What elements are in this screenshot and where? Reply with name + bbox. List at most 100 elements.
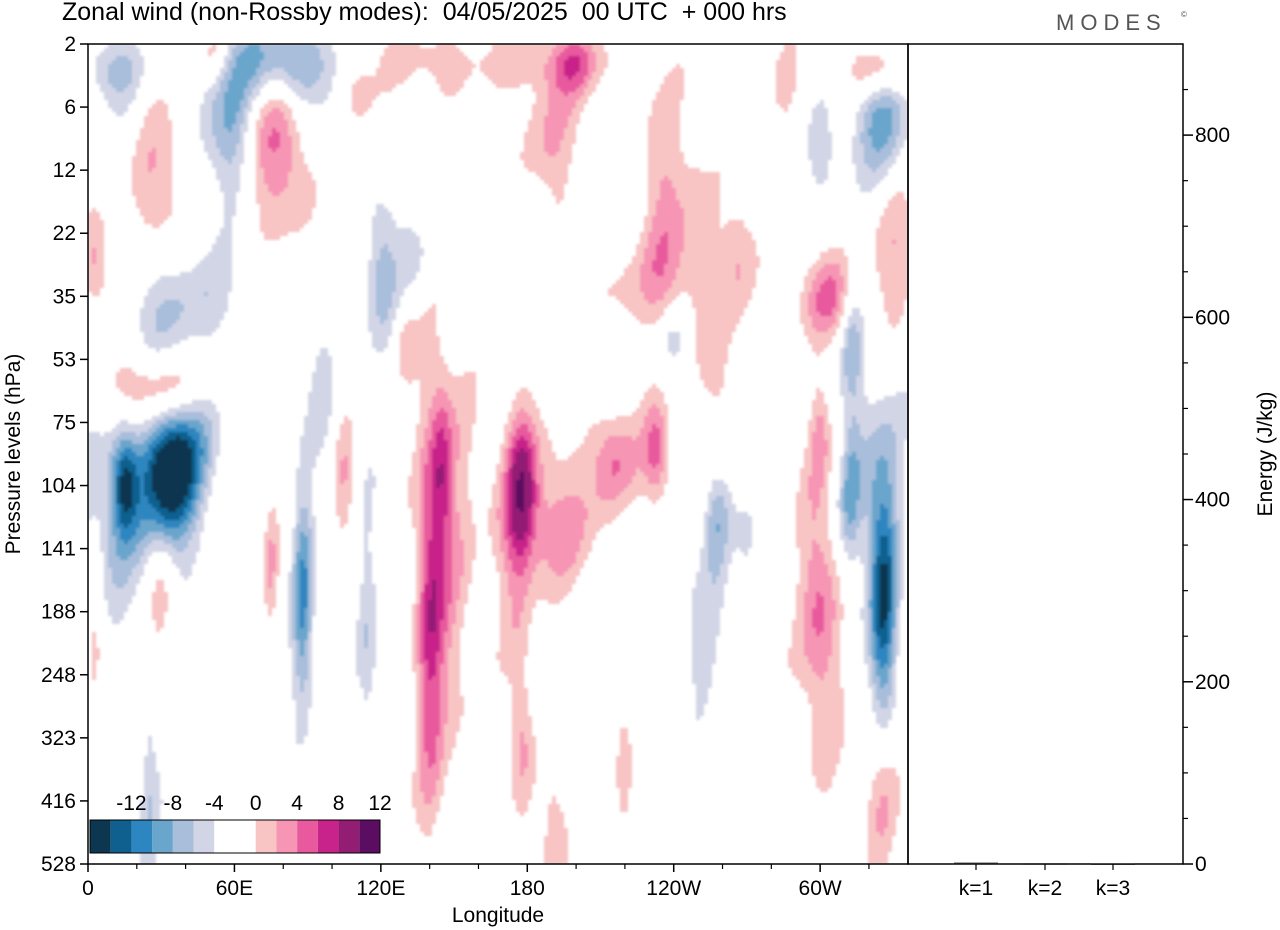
heatmap-cell: [812, 432, 824, 436]
heatmap-cell: [796, 588, 808, 592]
heatmap-cell: [864, 124, 872, 128]
heatmap-cell: [872, 496, 892, 500]
heatmap-cell: [848, 376, 856, 380]
heatmap-cell: [824, 672, 840, 676]
heatmap-cell: [360, 616, 376, 620]
heatmap-cell: [668, 248, 684, 252]
heatmap-cell: [376, 280, 396, 284]
heatmap-cell: [240, 136, 244, 140]
heatmap-cell: [184, 576, 188, 580]
heatmap-cell: [168, 508, 176, 512]
heatmap-cell: [368, 292, 376, 296]
heatmap-cell: [536, 568, 552, 572]
heatmap-cell: [676, 268, 736, 272]
heatmap-cell: [864, 152, 892, 156]
heatmap-cell: [872, 620, 876, 624]
heatmap-cell: [888, 632, 892, 636]
heatmap-cell: [888, 680, 892, 684]
heatmap-cell: [532, 440, 540, 444]
heatmap-cell: [512, 748, 520, 752]
heatmap-cell: [420, 400, 432, 404]
heatmap-cell: [568, 120, 580, 124]
heatmap-cell: [812, 468, 824, 472]
heatmap-cell: [416, 808, 440, 812]
heatmap-cell: [300, 572, 308, 576]
heatmap-cell: [296, 536, 300, 540]
heatmap-cell: [868, 612, 872, 616]
heatmap-cell: [804, 332, 836, 336]
heatmap-cell: [212, 248, 232, 252]
heatmap-cell: [508, 440, 512, 444]
heatmap-cell: [292, 632, 296, 636]
heatmap-cell: [92, 632, 96, 636]
heatmap-cell: [552, 188, 564, 192]
heatmap-cell: [412, 772, 420, 776]
heatmap-cell: [428, 664, 436, 668]
heatmap-cell: [872, 668, 876, 672]
heatmap-cell: [824, 264, 840, 268]
heatmap-cell: [112, 108, 128, 112]
heatmap-cell: [196, 452, 204, 456]
heatmap-cell: [864, 628, 868, 632]
heatmap-cell: [692, 680, 712, 684]
heatmap-cell: [812, 400, 824, 404]
heatmap-cell: [424, 436, 432, 440]
heatmap-cell: [420, 740, 424, 744]
heatmap-cell: [212, 444, 220, 448]
heatmap-cell: [88, 476, 108, 480]
heatmap-cell: [120, 492, 132, 496]
heatmap-cell: [336, 452, 352, 456]
heatmap-cell: [812, 624, 824, 628]
heatmap-cell: [192, 500, 196, 504]
heatmap-cell: [876, 672, 888, 676]
heatmap-cell: [512, 792, 532, 796]
heatmap-cell: [376, 300, 392, 304]
heatmap-cell: [220, 180, 240, 184]
heatmap-cell: [452, 532, 460, 536]
heatmap-cell: [648, 200, 656, 204]
heatmap-cell: [812, 704, 844, 708]
heatmap-cell: [888, 604, 892, 608]
heatmap-cell: [580, 44, 592, 48]
heatmap-cell: [144, 472, 152, 476]
heatmap-cell: [420, 736, 424, 740]
heatmap-cell: [256, 124, 264, 128]
heatmap-cell: [800, 296, 808, 300]
y-tick-label: 141: [41, 538, 76, 561]
heatmap-cell: [844, 540, 868, 544]
heatmap-cell: [548, 832, 568, 836]
heatmap-cell: [808, 564, 828, 568]
heatmap-cell: [524, 548, 532, 552]
heatmap-cell: [516, 440, 528, 444]
heatmap-cell: [156, 620, 164, 624]
heatmap-cell: [148, 344, 172, 348]
heatmap-cell: [896, 140, 904, 144]
heatmap-cell: [504, 472, 508, 476]
heatmap-cell: [808, 148, 832, 152]
heatmap-cell: [492, 536, 500, 540]
heatmap-cell: [860, 132, 868, 136]
heatmap-cell: [624, 272, 640, 276]
heatmap-cell: [132, 552, 144, 556]
heatmap-cell: [264, 236, 280, 240]
heatmap-cell: [300, 616, 304, 620]
heatmap-cell: [896, 576, 900, 580]
heatmap-cell: [704, 544, 708, 548]
heatmap-cell: [644, 392, 664, 396]
heatmap-cell: [196, 508, 200, 512]
heatmap-cell: [420, 768, 440, 772]
heatmap-cell: [456, 600, 468, 604]
heatmap-cell: [880, 96, 892, 100]
heatmap-cell: [152, 484, 188, 488]
heatmap-cell: [256, 148, 260, 152]
heatmap-cell: [504, 500, 508, 504]
heatmap-cell: [424, 516, 432, 520]
heatmap-cell: [844, 404, 908, 408]
heatmap-cell: [144, 440, 152, 444]
heatmap-cell: [812, 728, 844, 732]
heatmap-cell: [296, 572, 300, 576]
heatmap-cell: [584, 440, 604, 444]
heatmap-cell: [524, 408, 540, 412]
heatmap-cell: [720, 568, 728, 572]
heatmap-cell: [648, 128, 680, 132]
